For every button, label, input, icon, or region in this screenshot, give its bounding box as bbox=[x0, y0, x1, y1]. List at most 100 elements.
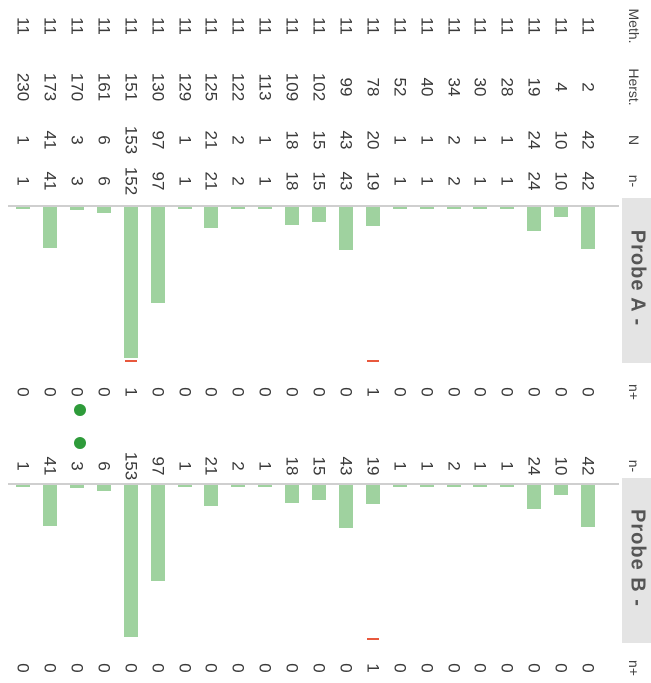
cell-herst: 230 bbox=[13, 72, 33, 102]
cell-herst: 125 bbox=[201, 72, 221, 102]
cell-probe-a-n-plus: 0 bbox=[13, 387, 33, 397]
probe-b-nplus-marker bbox=[367, 638, 379, 640]
probe-a-nplus-marker bbox=[367, 360, 379, 362]
cell-n: 97 bbox=[148, 130, 168, 150]
cell-herst: 161 bbox=[94, 72, 114, 102]
status-dot bbox=[74, 404, 86, 416]
cell-probe-a-n-minus: 1 bbox=[175, 176, 195, 186]
probe-a-bar bbox=[581, 207, 595, 249]
cell-probe-b-n-plus: 0 bbox=[578, 663, 598, 673]
probe-b-label: Probe B - bbox=[626, 509, 649, 607]
cell-probe-b-n-minus: 6 bbox=[94, 461, 114, 471]
cell-probe-b-n-minus: 42 bbox=[578, 456, 598, 476]
cell-n: 41 bbox=[40, 130, 60, 150]
cell-herst: 109 bbox=[282, 72, 302, 102]
cell-herst: 19 bbox=[524, 77, 544, 97]
cell-probe-b-n-minus: 21 bbox=[201, 456, 221, 476]
cell-probe-b-n-minus: 18 bbox=[282, 456, 302, 476]
cell-meth: 11 bbox=[309, 17, 329, 35]
cell-meth: 11 bbox=[201, 17, 221, 35]
cell-probe-a-n-plus: 0 bbox=[148, 387, 168, 397]
cell-meth: 11 bbox=[390, 17, 410, 35]
cell-probe-b-n-plus: 0 bbox=[148, 663, 168, 673]
cell-meth: 11 bbox=[578, 17, 598, 35]
cell-n: 18 bbox=[282, 130, 302, 150]
cell-probe-a-n-minus: 2 bbox=[228, 176, 248, 186]
cell-probe-a-n-minus: 15 bbox=[309, 171, 329, 191]
cell-herst: 78 bbox=[363, 77, 383, 97]
cell-probe-a-n-plus: 1 bbox=[363, 387, 383, 397]
cell-herst: 173 bbox=[40, 72, 60, 102]
cell-n: 2 bbox=[444, 135, 464, 145]
cell-n: 6 bbox=[94, 135, 114, 145]
cell-probe-b-n-minus: 1 bbox=[255, 461, 275, 471]
cell-n: 3 bbox=[67, 135, 87, 145]
cell-probe-b-n-plus: 0 bbox=[67, 663, 87, 673]
cell-probe-a-n-minus: 97 bbox=[148, 171, 168, 191]
cell-meth: 11 bbox=[551, 17, 571, 35]
probe-b-bar bbox=[70, 485, 84, 488]
cell-probe-b-n-plus: 0 bbox=[201, 663, 221, 673]
probe-a-axis bbox=[8, 205, 619, 207]
cell-probe-a-n-minus: 41 bbox=[40, 171, 60, 191]
cell-probe-b-n-minus: 1 bbox=[390, 461, 410, 471]
probe-a-bar bbox=[124, 207, 138, 358]
cell-herst: 129 bbox=[175, 72, 195, 102]
probe-a-bar bbox=[97, 207, 111, 213]
cell-probe-a-n-minus: 6 bbox=[94, 176, 114, 186]
cell-herst: 130 bbox=[148, 72, 168, 102]
cell-probe-a-n-minus: 1 bbox=[13, 176, 33, 186]
probe-b-bar bbox=[554, 485, 568, 495]
cell-probe-a-n-minus: 3 bbox=[67, 176, 87, 186]
cell-probe-a-n-plus: 0 bbox=[444, 387, 464, 397]
cell-probe-b-n-minus: 97 bbox=[148, 456, 168, 476]
probe-b-bar bbox=[473, 485, 487, 487]
cell-probe-b-n-plus: 0 bbox=[417, 663, 437, 673]
cell-probe-b-n-plus: 0 bbox=[551, 663, 571, 673]
cell-probe-b-n-plus: 0 bbox=[40, 663, 60, 673]
probe-a-bar bbox=[231, 207, 245, 209]
probe-b-bar bbox=[16, 485, 30, 487]
cell-herst: 122 bbox=[228, 72, 248, 102]
cell-n: 1 bbox=[417, 135, 437, 145]
cell-n: 2 bbox=[228, 135, 248, 145]
cell-probe-a-n-plus: 0 bbox=[282, 387, 302, 397]
cell-probe-a-n-plus: 0 bbox=[497, 387, 517, 397]
cell-probe-a-n-plus: 0 bbox=[309, 387, 329, 397]
probe-a-bar bbox=[204, 207, 218, 228]
cell-herst: 28 bbox=[497, 77, 517, 97]
cell-herst: 170 bbox=[67, 72, 87, 102]
cell-probe-a-n-minus: 19 bbox=[363, 171, 383, 191]
cell-n: 20 bbox=[363, 130, 383, 150]
cell-meth: 11 bbox=[67, 17, 87, 35]
header-n: N bbox=[626, 134, 642, 146]
probe-b-bar bbox=[285, 485, 299, 503]
probe-b-bar bbox=[447, 485, 461, 487]
probe-b-bar bbox=[231, 485, 245, 487]
probe-a-bar bbox=[500, 207, 514, 209]
cell-probe-a-n-minus: 21 bbox=[201, 171, 221, 191]
status-dot bbox=[74, 437, 86, 449]
cell-probe-b-n-plus: 0 bbox=[390, 663, 410, 673]
cell-probe-b-n-plus: 0 bbox=[94, 663, 114, 673]
probe-a-bar bbox=[473, 207, 487, 209]
cell-n: 43 bbox=[336, 130, 356, 150]
cell-probe-a-n-plus: 0 bbox=[228, 387, 248, 397]
cell-probe-b-n-plus: 0 bbox=[470, 663, 490, 673]
cell-n: 1 bbox=[470, 135, 490, 145]
probe-b-bar bbox=[151, 485, 165, 581]
cell-meth: 11 bbox=[40, 17, 60, 35]
cell-probe-b-n-minus: 41 bbox=[40, 456, 60, 476]
cell-meth: 11 bbox=[282, 17, 302, 35]
cell-meth: 11 bbox=[470, 17, 490, 35]
cell-probe-a-n-minus: 2 bbox=[444, 176, 464, 186]
cell-meth: 11 bbox=[363, 17, 383, 35]
cell-n: 1 bbox=[497, 135, 517, 145]
cell-probe-b-n-minus: 1 bbox=[175, 461, 195, 471]
probe-a-label: Probe A - bbox=[626, 229, 649, 327]
cell-meth: 11 bbox=[121, 17, 141, 35]
cell-probe-b-n-plus: 0 bbox=[497, 663, 517, 673]
probe-a-bar bbox=[312, 207, 326, 222]
probe-a-bar bbox=[285, 207, 299, 225]
